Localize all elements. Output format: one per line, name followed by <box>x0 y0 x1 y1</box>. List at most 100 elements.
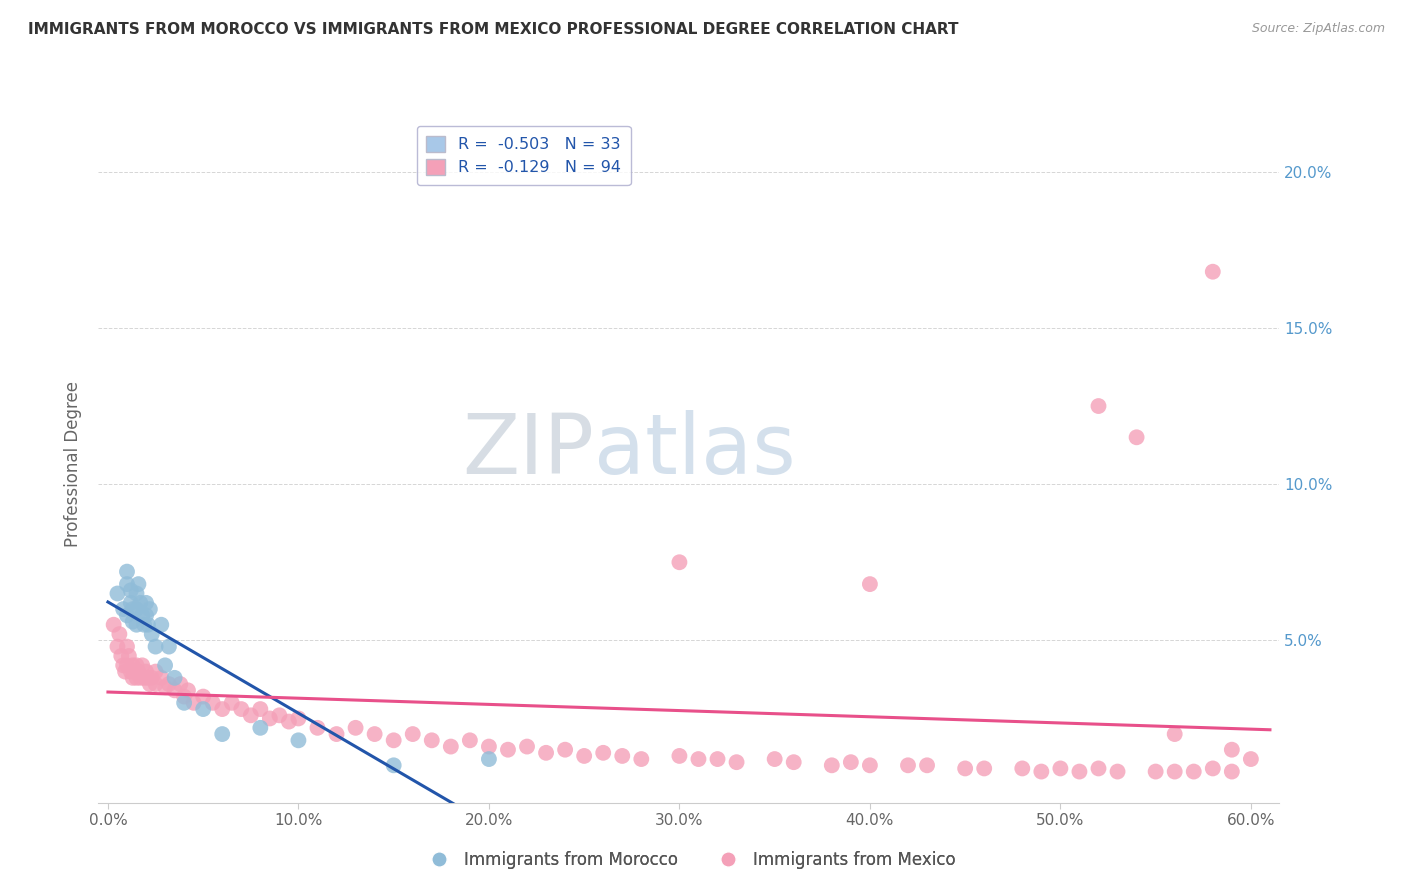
Point <box>136 617 159 632</box>
Point <box>211 727 233 741</box>
Point <box>114 665 136 679</box>
Point <box>108 627 131 641</box>
Point <box>110 648 132 663</box>
Point <box>344 721 367 735</box>
Point <box>1049 761 1071 775</box>
Point <box>145 665 167 679</box>
Point <box>163 683 186 698</box>
Point <box>153 680 176 694</box>
Point <box>1202 265 1225 279</box>
Point <box>572 748 595 763</box>
Point <box>1031 764 1053 779</box>
Point <box>973 761 995 775</box>
Point <box>1107 764 1129 779</box>
Point <box>135 608 157 623</box>
Point <box>131 608 153 623</box>
Point <box>554 742 576 756</box>
Point <box>382 733 405 747</box>
Point <box>1144 764 1167 779</box>
Point <box>115 608 138 623</box>
Point <box>269 708 291 723</box>
Legend: Immigrants from Morocco, Immigrants from Mexico: Immigrants from Morocco, Immigrants from… <box>416 845 962 876</box>
Point <box>478 739 501 754</box>
Point <box>859 758 882 772</box>
Point <box>129 596 152 610</box>
Point <box>163 671 186 685</box>
Point <box>134 617 156 632</box>
Text: IMMIGRANTS FROM MOROCCO VS IMMIGRANTS FROM MEXICO PROFESSIONAL DEGREE CORRELATIO: IMMIGRANTS FROM MOROCCO VS IMMIGRANTS FR… <box>28 22 959 37</box>
Point <box>127 577 149 591</box>
Point <box>150 617 173 632</box>
Point <box>953 761 976 775</box>
Point <box>259 711 281 725</box>
Point <box>193 702 215 716</box>
Point <box>277 714 299 729</box>
Point <box>1087 761 1109 775</box>
Point <box>120 596 142 610</box>
Point <box>173 696 195 710</box>
Point <box>1240 752 1263 766</box>
Point <box>688 752 710 766</box>
Point <box>121 602 143 616</box>
Point <box>115 640 138 654</box>
Point <box>821 758 844 772</box>
Point <box>287 733 309 747</box>
Point <box>157 640 180 654</box>
Point <box>534 746 557 760</box>
Point <box>1125 430 1147 444</box>
Point <box>115 565 138 579</box>
Point <box>668 748 690 763</box>
Point <box>135 665 157 679</box>
Point <box>183 696 205 710</box>
Point <box>141 627 163 641</box>
Point <box>307 721 329 735</box>
Point <box>177 683 200 698</box>
Point <box>440 739 463 754</box>
Point <box>120 583 142 598</box>
Point <box>134 671 156 685</box>
Point <box>124 665 146 679</box>
Point <box>478 752 501 766</box>
Point <box>107 640 129 654</box>
Point <box>125 586 148 600</box>
Point <box>135 596 157 610</box>
Point <box>516 739 538 754</box>
Point <box>1163 764 1185 779</box>
Point <box>420 733 443 747</box>
Text: ZIP: ZIP <box>463 409 595 491</box>
Point <box>763 752 786 766</box>
Point <box>1182 764 1205 779</box>
Point <box>201 696 224 710</box>
Point <box>221 696 243 710</box>
Point <box>112 602 135 616</box>
Point <box>115 658 138 673</box>
Point <box>150 671 173 685</box>
Point <box>121 658 143 673</box>
Point <box>1202 761 1225 775</box>
Point <box>120 665 142 679</box>
Point <box>121 671 143 685</box>
Point <box>211 702 233 716</box>
Point <box>127 665 149 679</box>
Point <box>153 658 176 673</box>
Point <box>145 677 167 691</box>
Point <box>112 658 135 673</box>
Point <box>173 690 195 704</box>
Point <box>193 690 215 704</box>
Point <box>125 671 148 685</box>
Point <box>131 658 153 673</box>
Point <box>125 617 148 632</box>
Point <box>239 708 262 723</box>
Point <box>107 586 129 600</box>
Point <box>249 702 271 716</box>
Point <box>129 671 152 685</box>
Point <box>103 617 125 632</box>
Point <box>915 758 938 772</box>
Point <box>783 755 806 769</box>
Text: atlas: atlas <box>595 409 796 491</box>
Point <box>125 602 148 616</box>
Point <box>458 733 481 747</box>
Point <box>496 742 519 756</box>
Point <box>325 727 347 741</box>
Point <box>139 602 162 616</box>
